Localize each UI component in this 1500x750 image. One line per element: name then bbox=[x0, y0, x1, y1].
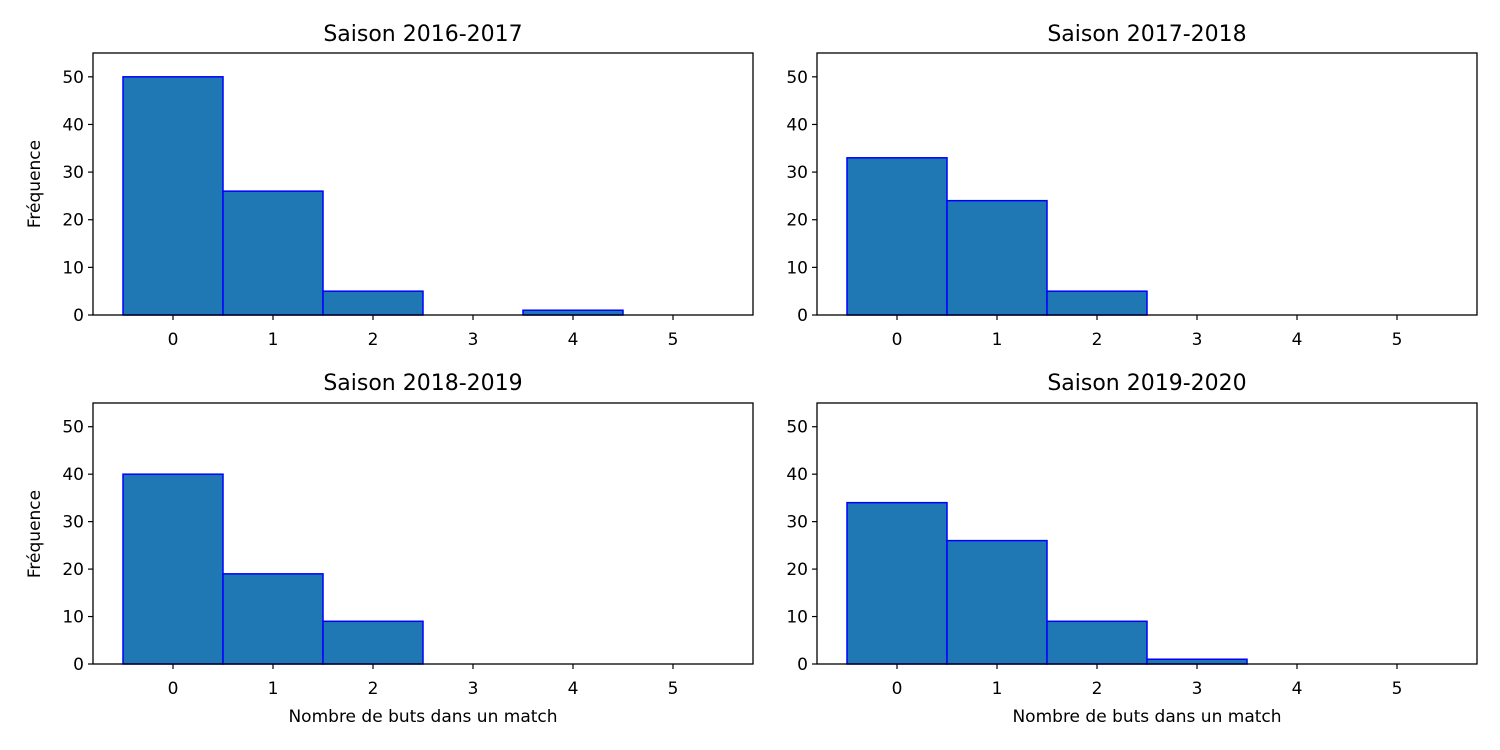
histogram-bar bbox=[122, 76, 224, 316]
x-tick-label: 5 bbox=[668, 330, 679, 350]
histogram-bar bbox=[322, 620, 424, 665]
x-tick-label: 4 bbox=[1292, 679, 1303, 699]
histogram-bar bbox=[1146, 658, 1248, 665]
y-tick-label: 30 bbox=[786, 513, 808, 533]
x-tick-label: 2 bbox=[1092, 330, 1103, 350]
subplot-top-left: Saison 2016-2017 Fréquence 0 1 2 3 4 50102030… bbox=[25, 22, 754, 350]
subplot-title: Saison 2017-2018 bbox=[1047, 22, 1246, 47]
x-tick-label: 2 bbox=[368, 330, 379, 350]
y-tick-label: 20 bbox=[62, 560, 84, 580]
y-tick-label: 20 bbox=[786, 211, 808, 231]
axes-frame bbox=[92, 52, 754, 316]
x-tick-label: 0 bbox=[892, 330, 903, 350]
x-tick-label: 1 bbox=[268, 679, 279, 699]
x-tick-label: 0 bbox=[168, 679, 179, 699]
y-tick-label: 20 bbox=[62, 211, 84, 231]
histogram-bar bbox=[946, 199, 1048, 316]
y-tick-label: 40 bbox=[786, 115, 808, 135]
axes-frame bbox=[816, 52, 1478, 316]
y-tick-label: 50 bbox=[786, 418, 808, 438]
subplot-title: Saison 2018-2019 bbox=[323, 371, 522, 396]
x-tick-label: 4 bbox=[568, 330, 579, 350]
y-tick-label: 0 bbox=[73, 655, 84, 675]
x-tick-label: 5 bbox=[1392, 330, 1403, 350]
histogram-bar bbox=[946, 539, 1048, 665]
histogram-bar bbox=[322, 290, 424, 316]
x-tick-label: 3 bbox=[468, 679, 479, 699]
y-tick-label: 50 bbox=[62, 68, 84, 88]
y-tick-label: 0 bbox=[73, 306, 84, 326]
histogram-bar bbox=[222, 573, 324, 665]
y-tick-label: 20 bbox=[786, 560, 808, 580]
histogram-bar bbox=[222, 190, 324, 316]
x-tick-label: 5 bbox=[1392, 679, 1403, 699]
x-tick-label: 1 bbox=[992, 679, 1003, 699]
x-tick-label: 2 bbox=[1092, 679, 1103, 699]
y-tick-label: 10 bbox=[62, 258, 84, 278]
y-tick-label: 40 bbox=[62, 465, 84, 485]
y-tick-label: 10 bbox=[62, 608, 84, 628]
y-tick-label: 50 bbox=[786, 68, 808, 88]
x-tick-label: 3 bbox=[1192, 679, 1203, 699]
histogram-bar bbox=[1046, 620, 1148, 665]
y-tick-label: 50 bbox=[62, 418, 84, 438]
subplot-title: Saison 2016-2017 bbox=[323, 22, 522, 47]
x-tick-label: 5 bbox=[668, 679, 679, 699]
x-tick-label: 0 bbox=[892, 679, 903, 699]
subplot-title: Saison 2019-2020 bbox=[1047, 371, 1246, 396]
x-tick-label: 0 bbox=[168, 330, 179, 350]
y-tick-label: 30 bbox=[62, 163, 84, 183]
y-axis-label: Fréquence bbox=[25, 490, 45, 578]
x-tick-label: 1 bbox=[268, 330, 279, 350]
x-tick-label: 4 bbox=[568, 679, 579, 699]
subplot-bottom-left: Saison 2018-2019 Fréquence Nombre de but… bbox=[25, 371, 754, 727]
histogram-bar bbox=[846, 501, 948, 665]
y-tick-label: 0 bbox=[797, 655, 808, 675]
y-axis-label: Fréquence bbox=[25, 140, 45, 228]
histogram-bar bbox=[846, 157, 948, 316]
y-tick-label: 30 bbox=[786, 163, 808, 183]
x-axis-label: Nombre de buts dans un match bbox=[1012, 707, 1281, 727]
x-axis-label: Nombre de buts dans un match bbox=[288, 707, 557, 727]
y-tick-label: 0 bbox=[797, 306, 808, 326]
y-tick-label: 10 bbox=[786, 258, 808, 278]
subplot-bottom-right: Saison 2019-2020 Nombre de buts dans un … bbox=[786, 371, 1478, 727]
x-tick-label: 1 bbox=[992, 330, 1003, 350]
y-tick-label: 10 bbox=[786, 608, 808, 628]
x-tick-label: 3 bbox=[1192, 330, 1203, 350]
x-tick-label: 3 bbox=[468, 330, 479, 350]
histogram-bar bbox=[122, 473, 224, 665]
axes-frame bbox=[816, 402, 1478, 665]
histogram-bar bbox=[1046, 290, 1148, 316]
y-tick-label: 40 bbox=[62, 115, 84, 135]
axes-frame bbox=[92, 402, 754, 665]
y-tick-label: 40 bbox=[786, 465, 808, 485]
y-tick-label: 30 bbox=[62, 513, 84, 533]
x-tick-label: 4 bbox=[1292, 330, 1303, 350]
x-tick-label: 2 bbox=[368, 679, 379, 699]
histogram-bar bbox=[522, 309, 624, 316]
